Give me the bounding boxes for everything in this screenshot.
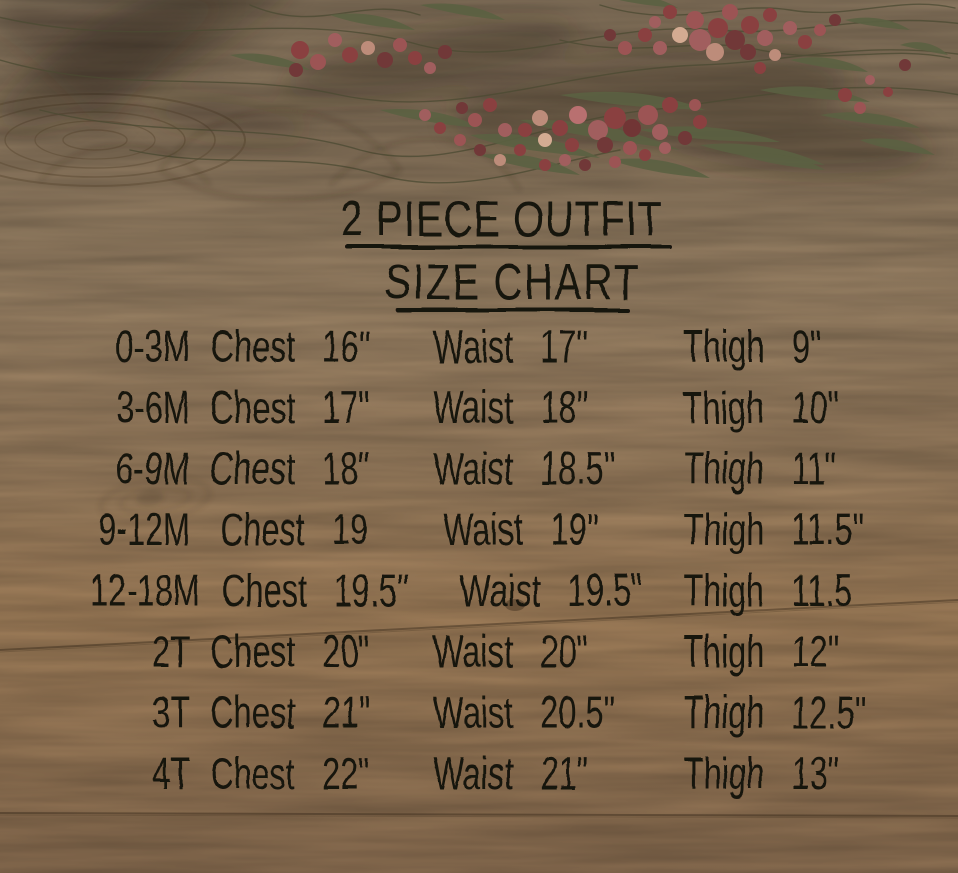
- svg-text:Thigh 12": Thigh 12": [683, 627, 839, 677]
- svg-text:Chest 21": Chest 21": [210, 688, 370, 738]
- svg-text:Chest 22": Chest 22": [210, 749, 370, 799]
- svg-text:Waist 21": Waist 21": [433, 749, 588, 799]
- svg-text:Waist 20": Waist 20": [433, 627, 588, 677]
- svg-text:Chest 19: Chest 19: [220, 505, 368, 555]
- svg-text:4T: 4T: [152, 749, 190, 799]
- svg-text:2 PIECE OUTFIT: 2 PIECE OUTFIT: [341, 191, 662, 248]
- svg-text:9-12M: 9-12M: [98, 505, 190, 555]
- svg-text:Thigh 12.5": Thigh 12.5": [683, 688, 866, 738]
- svg-text:6-9M: 6-9M: [116, 444, 190, 494]
- svg-text:Thigh 11.5: Thigh 11.5: [683, 566, 852, 616]
- svg-text:SIZE CHART: SIZE CHART: [384, 254, 639, 311]
- svg-text:Waist 19.5": Waist 19.5": [460, 566, 642, 616]
- svg-text:Chest 19.5": Chest 19.5": [222, 566, 409, 616]
- svg-text:3T: 3T: [152, 688, 190, 738]
- svg-text:0-3M: 0-3M: [116, 322, 190, 372]
- svg-text:Thigh 10": Thigh 10": [683, 383, 839, 433]
- svg-text:Chest 17": Chest 17": [210, 383, 370, 433]
- svg-text:Waist 17": Waist 17": [433, 322, 588, 372]
- svg-text:Chest 20": Chest 20": [210, 627, 370, 677]
- svg-text:Waist 19": Waist 19": [443, 505, 598, 555]
- svg-text:Waist 18.5": Waist 18.5": [433, 444, 615, 494]
- svg-text:Waist 20.5": Waist 20.5": [433, 688, 615, 738]
- svg-text:2T: 2T: [152, 627, 190, 677]
- svg-text:Chest 16": Chest 16": [210, 322, 370, 372]
- svg-text:Thigh 13": Thigh 13": [683, 749, 839, 799]
- svg-text:Waist 18": Waist 18": [433, 383, 588, 433]
- svg-text:Thigh 11.5": Thigh 11.5": [683, 505, 864, 555]
- svg-text:12-18M: 12-18M: [90, 566, 200, 616]
- svg-text:Chest 18": Chest 18": [210, 444, 370, 494]
- svg-text:3-6M: 3-6M: [116, 383, 190, 433]
- svg-text:Thigh 9": Thigh 9": [683, 322, 821, 372]
- svg-text:Thigh 11": Thigh 11": [683, 444, 837, 494]
